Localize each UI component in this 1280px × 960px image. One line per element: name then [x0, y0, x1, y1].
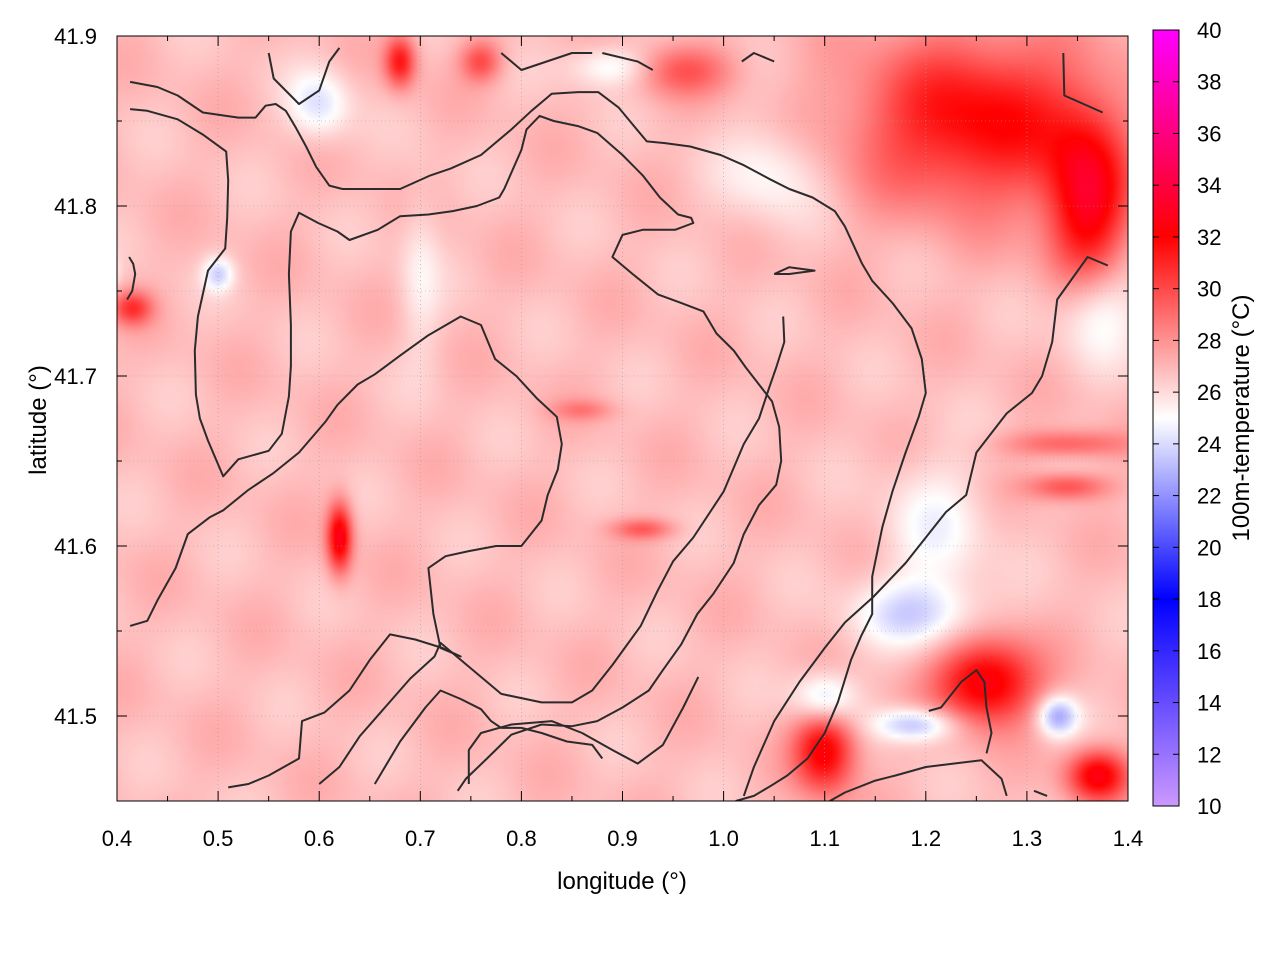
colorbar-ticks: 10 12 14 16 18 20 22 24 26 28 30 32 34 36 38 40: [1153, 18, 1221, 819]
colorbar-tick-label: 24: [1197, 432, 1221, 457]
colorbar-gradient: [1153, 30, 1179, 806]
x-tick-label: 1.0: [708, 826, 739, 851]
colorbar-tick-label: 26: [1197, 380, 1221, 405]
contour-line: [267, 47, 341, 105]
contour-line: [318, 316, 786, 785]
contour-line: [1033, 789, 1048, 797]
y-tick-label: 41.8: [54, 194, 97, 219]
x-tick-label: 0.8: [506, 826, 537, 851]
x-tick-label: 0.9: [607, 826, 638, 851]
heatmap-field: [117, 36, 1128, 801]
y-tick-label: 41.6: [54, 534, 97, 559]
colorbar-tick-label: 30: [1197, 277, 1221, 302]
contour-line: [130, 108, 783, 792]
x-tick-label: 1.4: [1113, 826, 1144, 851]
contour-line: [741, 52, 775, 63]
y-tick-label: 41.9: [54, 24, 97, 49]
x-axis: 0.4 0.5 0.6 0.7 0.8 0.9 1.0 1.1 1.2 1.3 1.4: [102, 36, 1144, 851]
contour-line: [129, 315, 563, 789]
contour-line: [129, 80, 927, 801]
colorbar-tick-label: 22: [1197, 484, 1221, 509]
y-axis: 41.5 41.6 41.7 41.8 41.9: [54, 24, 1128, 729]
heatmap-image: [117, 36, 1128, 801]
colorbar-tick-label: 32: [1197, 225, 1221, 250]
colorbar-tick-label: 28: [1197, 328, 1221, 353]
x-tick-label: 1.2: [911, 826, 942, 851]
colorbar-tick-label: 12: [1197, 742, 1221, 767]
contour-line: [829, 759, 1008, 801]
contour-line: [126, 256, 137, 301]
x-tick-label: 0.5: [203, 826, 234, 851]
x-tick-label: 0.7: [405, 826, 436, 851]
contour-line: [1062, 52, 1104, 114]
contour-line: [773, 266, 816, 275]
contour-line: [928, 669, 993, 754]
contour-line: [467, 676, 700, 784]
contour-line: [742, 256, 1109, 797]
y-tick-label: 41.5: [54, 704, 97, 729]
y-tick-label: 41.7: [54, 364, 97, 389]
y-axis-label: latitude (°): [25, 365, 52, 475]
x-tick-label: 1.3: [1012, 826, 1043, 851]
contour-line: [500, 52, 593, 71]
colorbar-tick-label: 10: [1197, 794, 1221, 819]
x-tick-label: 0.4: [102, 826, 133, 851]
colorbar: 10 12 14 16 18 20 22 24 26 28 30 32 34 36 38 40 100m-te…: [1152, 18, 1255, 819]
colorbar-tick-label: 14: [1197, 691, 1221, 716]
colorbar-tick-label: 34: [1197, 173, 1221, 198]
colorbar-tick-label: 20: [1197, 535, 1221, 560]
x-tick-label: 0.6: [304, 826, 335, 851]
colorbar-tick-label: 40: [1197, 18, 1221, 43]
colorbar-frame: [1152, 29, 1180, 807]
colorbar-tick-label: 16: [1197, 639, 1221, 664]
x-tick-label: 1.1: [809, 826, 840, 851]
contour-line: [373, 689, 604, 785]
contour-line: [602, 52, 654, 71]
colorbar-tick-label: 38: [1197, 70, 1221, 95]
colorbar-tick-label: 36: [1197, 121, 1221, 146]
colorbar-label: 100m-temperature (°C): [1228, 294, 1255, 541]
colorbar-tick-label: 18: [1197, 587, 1221, 612]
x-axis-label: longitude (°): [557, 868, 687, 895]
contour-lines: [126, 47, 1109, 801]
